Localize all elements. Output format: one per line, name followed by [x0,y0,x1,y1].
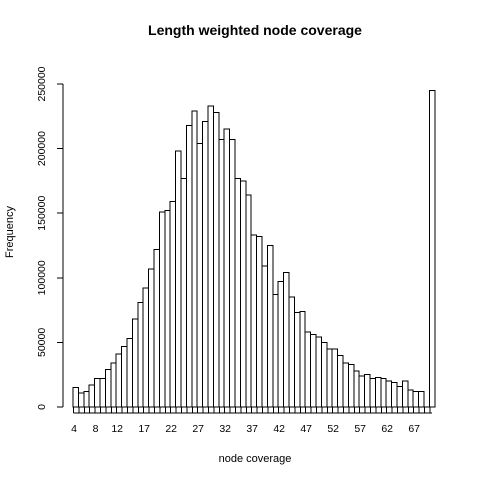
bar-64 [418,391,425,408]
bar-0 [72,387,79,408]
bar-38 [277,281,285,408]
y-axis-label: Frequency [4,206,16,258]
y-tick-label: 200000 [36,131,48,166]
x-tick-label: 57 [354,423,366,435]
x-tick-label: 67 [408,423,420,435]
bar-55 [369,378,376,408]
x-axis: 4 8 12 17 22 27 32 37 42 47 52 57 62 67 [71,407,433,435]
bar-10 [126,338,133,408]
bar-43 [304,331,312,408]
bar-17 [164,210,171,408]
bar-32 [245,194,252,408]
y-tick-label: 0 [36,404,48,410]
y-tick-label: 100000 [36,260,48,295]
x-tick-label: 62 [381,423,393,435]
bar-33 [250,234,258,408]
bar-19 [175,150,182,408]
bar-6 [104,369,112,408]
bar-11 [131,318,139,408]
x-tick-label: 22 [165,423,177,435]
bar-12 [137,301,144,408]
bar-7 [110,362,117,408]
bar-1 [77,392,85,408]
x-tick-label: 12 [111,423,123,435]
x-tick-label: 27 [192,423,204,435]
y-tick-label: 150000 [36,196,48,231]
x-tick-label: 37 [246,423,258,435]
bar-27 [218,139,225,408]
bar-44 [310,334,317,408]
bar-45 [315,336,322,408]
bar-9 [121,345,128,408]
bar-60 [396,385,403,408]
bar-52 [353,370,360,408]
x-tick-label: 17 [138,423,150,435]
bar-21 [185,124,193,408]
x-tick-label: 8 [93,423,99,435]
bar-57 [380,378,387,408]
bar-3 [88,384,96,408]
bar-48 [331,348,339,408]
bar-23 [196,142,204,408]
x-tick-label: 32 [219,423,231,435]
bar-39 [283,272,290,408]
bar-41 [293,312,301,408]
bar-18 [169,201,177,408]
bar-24 [202,120,209,408]
bar-50 [342,362,349,408]
x-tick-label: 4 [71,423,77,435]
bar-20 [180,177,187,408]
bar-40 [288,296,295,408]
y-tick-label: 250000 [36,66,48,101]
bar-53 [358,375,366,408]
bar-36 [266,245,274,408]
bar-49 [337,354,344,408]
bar-63 [412,391,420,408]
bar-34 [256,235,263,408]
bar-15 [153,248,160,408]
chart-title: Length weighted node coverage [148,22,362,38]
bar-61 [401,380,409,408]
bar-29 [229,139,236,408]
y-tick-label: 50000 [36,328,48,357]
bar-46 [320,341,328,408]
bar-31 [239,180,247,408]
bar-26 [212,111,220,408]
bar-66 [428,89,436,408]
y-axis: 0 50000 100000 150000 200000 250000 [36,66,64,410]
bar-28 [223,128,231,408]
x-tick-label: 42 [273,423,285,435]
x-tick-label: 52 [327,423,339,435]
bar-51 [347,363,355,408]
x-tick-label: 47 [300,423,312,435]
bar-54 [364,374,371,408]
bar-42 [299,310,306,408]
bar-16 [158,211,166,408]
bar-47 [326,348,333,408]
bar-58 [385,380,393,408]
bar-4 [94,378,101,408]
bar-13 [142,287,150,408]
bars-group [72,89,436,408]
bar-2 [83,391,90,408]
bar-5 [99,378,106,408]
bar-59 [391,381,398,408]
bar-8 [115,353,123,408]
bar-37 [272,294,279,408]
bar-30 [234,177,241,408]
bar-22 [191,110,198,408]
x-axis-label: node coverage [219,453,292,465]
bar-56 [374,376,382,408]
bar-35 [261,265,268,408]
bar-25 [207,105,214,408]
bar-14 [148,268,155,408]
bar-62 [407,389,414,408]
